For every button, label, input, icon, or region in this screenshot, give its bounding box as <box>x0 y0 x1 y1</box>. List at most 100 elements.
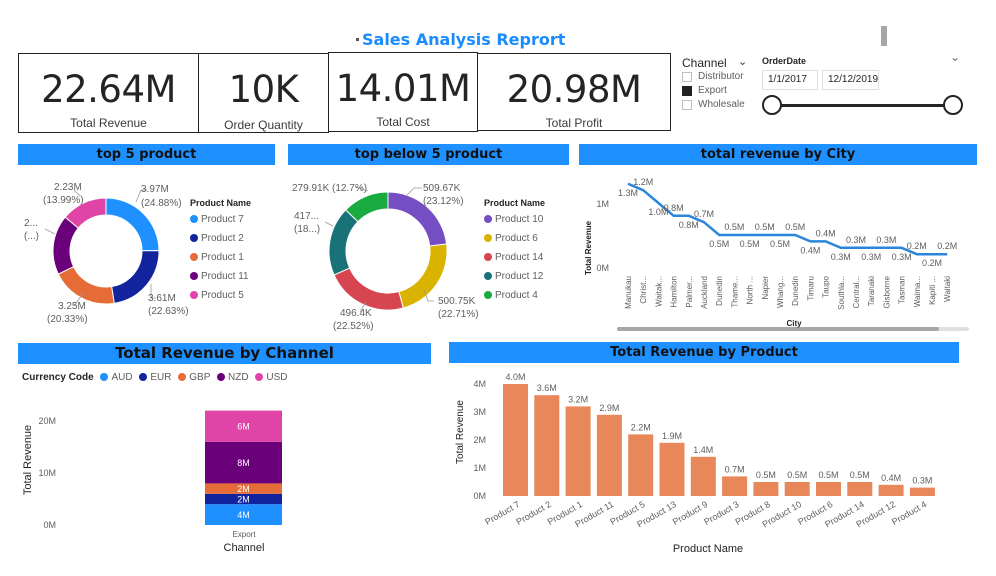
checkbox-export[interactable] <box>682 86 692 96</box>
x-tick-label: Whang... <box>776 276 785 308</box>
y-tick-label: 0M <box>596 263 609 273</box>
data-label: 0.3M <box>912 476 932 486</box>
data-label: 0.2M <box>907 241 927 251</box>
end-date-input[interactable]: 12/12/2019 <box>822 70 879 90</box>
channel-chart-header: Total Revenue by Channel <box>18 343 431 364</box>
kpi-label: Total Cost <box>376 115 430 129</box>
legend-item[interactable]: Product 14 <box>484 248 545 267</box>
y-ticks: 4M 3M 2M 1M 0M <box>473 379 486 501</box>
product-bar[interactable] <box>722 476 748 496</box>
y-axis-title: Total Revenue <box>22 425 34 495</box>
stacked-bar-segment[interactable] <box>205 410 282 442</box>
donut-slice[interactable] <box>328 209 359 276</box>
legend-item[interactable]: AUD <box>100 372 133 383</box>
donut-slice[interactable] <box>333 267 404 311</box>
kpi-label: Order Quantity <box>224 118 303 132</box>
checkbox-label: Wholesale <box>698 99 745 110</box>
x-tick-label: Taupo <box>822 275 831 297</box>
legend-item[interactable]: Product 2 <box>190 229 251 248</box>
donut-label: (23.12%) <box>423 196 464 207</box>
legend-dot <box>139 373 148 382</box>
legend-item[interactable]: Product 12 <box>484 267 545 286</box>
data-label: 1.2M <box>633 177 653 187</box>
data-label: 3.6M <box>537 383 557 393</box>
product-bar[interactable] <box>753 482 779 496</box>
x-tick-label: Dunedin <box>791 276 800 306</box>
donut-slice[interactable] <box>345 191 389 223</box>
donut-top5: 3.97M (24.88%) 3.61M (22.63%) 3.25M (20.… <box>24 182 189 325</box>
legend-item[interactable]: GBP <box>178 372 210 383</box>
product-bar[interactable] <box>690 456 716 496</box>
legend-label: EUR <box>150 372 172 383</box>
report-title: Sales Analysis Reprort <box>362 30 566 49</box>
title-dot <box>356 38 359 41</box>
checkbox-distributor[interactable] <box>682 72 692 82</box>
donut-slice[interactable] <box>57 265 115 305</box>
date-slider-start-handle[interactable] <box>762 95 782 115</box>
legend-item[interactable]: Product 11 <box>190 267 251 286</box>
product-bar[interactable] <box>816 482 841 496</box>
legend-dot <box>484 272 492 281</box>
chevron-down-icon[interactable]: ⌄ <box>950 50 961 64</box>
legend-dot <box>484 253 492 262</box>
product-bar[interactable] <box>596 414 622 496</box>
x-tick-label: Southla... <box>837 276 846 310</box>
product-bar[interactable] <box>534 395 560 496</box>
legend-item[interactable]: Product 6 <box>484 229 545 248</box>
date-slider-track[interactable] <box>772 104 954 107</box>
product-bar[interactable] <box>784 482 810 496</box>
scrollbar-handle[interactable] <box>881 26 887 46</box>
donut-label: 417... <box>294 211 319 222</box>
donut-slice[interactable] <box>64 197 107 229</box>
x-tick-label: Kapiti ... <box>928 276 937 305</box>
legend-item[interactable]: USD <box>255 372 287 383</box>
product-bar[interactable] <box>565 406 591 496</box>
y-tick-label: 1M <box>473 463 486 473</box>
product-bar[interactable] <box>659 442 685 496</box>
stacked-bar-segment[interactable] <box>205 493 282 505</box>
start-date-input[interactable]: 1/1/2017 <box>762 70 818 90</box>
legend-dot <box>190 272 198 281</box>
donut-slice[interactable] <box>52 216 79 275</box>
donut1-legend: Product Name Product 7 Product 2 Product… <box>190 198 251 305</box>
product-bar[interactable] <box>878 484 904 496</box>
data-label: 0.5M <box>756 470 776 480</box>
x-tick-label: Waima... <box>913 276 922 307</box>
legend-item[interactable]: Product 4 <box>484 286 545 305</box>
donut-label: 509.67K <box>423 183 461 194</box>
city-chart-header: total revenue by City <box>579 144 977 165</box>
stacked-bar-segment[interactable] <box>205 441 282 484</box>
date-slider-end-handle[interactable] <box>943 95 963 115</box>
legend-label: Product 4 <box>495 290 538 301</box>
legend-item[interactable]: Product 7 <box>190 210 251 229</box>
data-label: 0.5M <box>787 470 807 480</box>
data-label: 0.5M <box>755 222 775 232</box>
legend-label: Product 2 <box>201 233 244 244</box>
legend-item[interactable]: Product 5 <box>190 286 251 305</box>
donut-label: (22.71%) <box>438 309 479 320</box>
stacked-bar-segment[interactable] <box>205 504 282 525</box>
donut-label: 279.91K (12.7%) <box>292 183 367 194</box>
chevron-down-icon[interactable]: ⌄ <box>738 56 748 68</box>
top5-product-header: top 5 product <box>18 144 275 165</box>
legend-item[interactable]: Product 10 <box>484 210 545 229</box>
kpi-total-revenue: 22.64M Total Revenue <box>18 53 199 133</box>
revenue-line[interactable] <box>627 182 948 256</box>
stacked-bar-segment[interactable] <box>205 483 282 494</box>
product-bar[interactable] <box>909 487 935 496</box>
product-bar[interactable] <box>628 434 654 496</box>
donut-label: (20.33%) <box>47 314 88 325</box>
legend-item[interactable]: EUR <box>139 372 172 383</box>
product-bar[interactable] <box>847 482 873 496</box>
legend-dot <box>190 291 198 300</box>
x-axis-title: Product Name <box>673 543 743 555</box>
legend-item[interactable]: NZD <box>217 372 249 383</box>
checkbox-wholesale[interactable] <box>682 100 692 110</box>
kpi-label: Total Profit <box>545 116 603 130</box>
product-bar[interactable] <box>503 384 528 496</box>
x-tick-label: Hamilton <box>670 276 679 308</box>
legend-item[interactable]: Product 1 <box>190 248 251 267</box>
legend-dot <box>190 253 198 262</box>
horizontal-scrollbar-thumb[interactable] <box>617 327 939 331</box>
